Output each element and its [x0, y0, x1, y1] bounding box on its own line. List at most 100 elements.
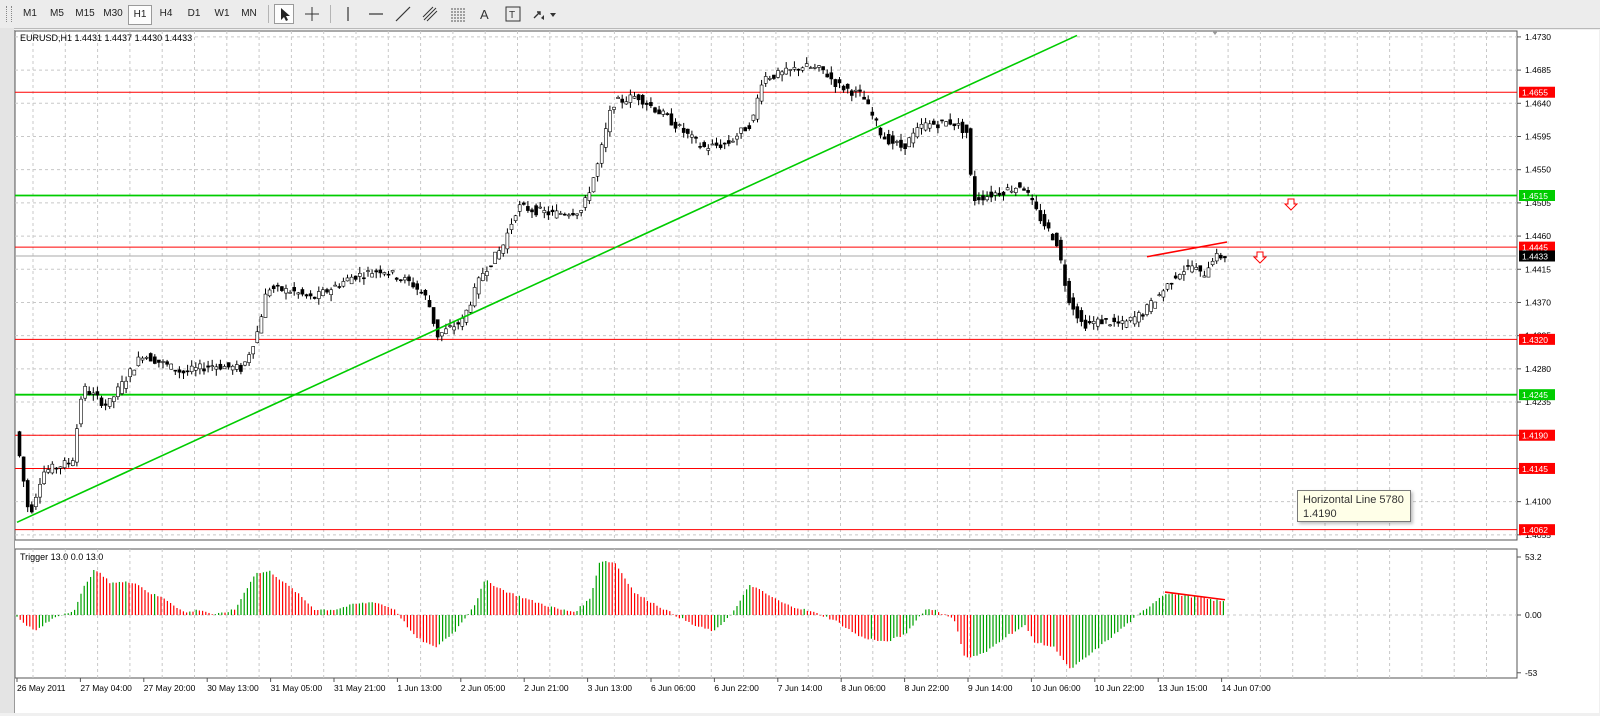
candle-body [1186, 265, 1190, 267]
candle-body [821, 66, 825, 71]
timeframe-m15[interactable]: M15 [75, 8, 95, 19]
text-label-icon[interactable]: T [503, 4, 523, 24]
candle-body [403, 277, 407, 281]
candle-body [239, 364, 243, 372]
candle-body [476, 277, 481, 295]
price-scale-label: 1.4730 [1525, 32, 1551, 42]
candle-body [521, 202, 526, 205]
candle-body [759, 84, 764, 102]
timeframe-m30[interactable]: M30 [103, 8, 123, 19]
chart-window[interactable]: 1.4730 1.4685 1.4640 1.4595 1.4550 1.4505 1.44… [14, 30, 1599, 713]
candle-body [923, 122, 928, 131]
candle-body [1112, 317, 1116, 323]
candle-body [1153, 301, 1157, 309]
candle-body [681, 127, 686, 133]
candle-body [132, 369, 137, 376]
candle-body [546, 211, 551, 216]
candle-body [755, 97, 760, 120]
text-icon[interactable]: A [475, 4, 495, 24]
candle-body [390, 270, 395, 273]
candle-body [140, 357, 145, 361]
candle-body [21, 456, 26, 482]
price-level-badge [1519, 524, 1555, 536]
candle-body [702, 142, 707, 147]
candle-body [333, 284, 338, 287]
candle-body [624, 101, 629, 105]
candle-body [66, 462, 71, 465]
horizontal-line-icon[interactable] [366, 4, 386, 24]
candle-body [657, 109, 661, 115]
candle-body [1165, 283, 1170, 290]
price-level-label: 1.4515 [1522, 191, 1548, 201]
candle-body [784, 67, 789, 75]
candle-body [341, 281, 346, 287]
candle-body [599, 144, 604, 164]
candle-body [776, 70, 780, 78]
trendline-icon[interactable] [393, 4, 413, 24]
arrows-dropdown-icon[interactable] [530, 4, 560, 24]
divergence-line-indicator[interactable] [1164, 591, 1226, 601]
candle-body [583, 197, 588, 208]
candle-body [808, 67, 813, 69]
price-level-label: 1.4655 [1522, 88, 1548, 98]
time-axis-label: 2 Jun 05:00 [461, 683, 506, 693]
candle-body [829, 72, 834, 80]
chart-toolbar: M1 M5 M15 M30 H1 H4 D1 W1 MN A T [0, 0, 1600, 29]
shift-marker-icon[interactable] [1212, 31, 1218, 35]
candle-body [357, 273, 362, 277]
price-scale-label: 1.4550 [1525, 165, 1551, 175]
candle-body [497, 250, 502, 260]
candle-body [620, 98, 625, 103]
chart-canvas[interactable]: 1.4730 1.4685 1.4640 1.4595 1.4550 1.4505 1.44… [14, 30, 1599, 713]
candle-body [1108, 324, 1112, 327]
candle-body [419, 291, 424, 294]
fibonacci-icon[interactable] [448, 4, 468, 24]
candle-body [964, 124, 969, 133]
candle-body [169, 363, 173, 370]
candle-body [83, 385, 87, 399]
vertical-line-icon[interactable] [338, 4, 358, 24]
candle-body [1128, 316, 1133, 321]
candle-body [1059, 239, 1063, 261]
timeframe-w1[interactable]: W1 [214, 8, 230, 19]
toolbar-grip[interactable] [6, 6, 12, 22]
candle-body [296, 292, 301, 295]
candle-body [153, 356, 157, 364]
price-level-badge [1519, 462, 1555, 474]
timeframe-m1[interactable]: M1 [23, 8, 37, 19]
candle-body [448, 325, 452, 327]
divergence-line-price[interactable] [1146, 241, 1228, 258]
cursor-icon[interactable] [274, 4, 294, 24]
candle-body [1083, 319, 1088, 329]
price-scale-label: 1.4370 [1525, 297, 1551, 307]
candle-body [575, 213, 579, 216]
candle-body [731, 140, 735, 143]
timeframe-mn[interactable]: MN [241, 8, 257, 19]
timeframe-d1[interactable]: D1 [187, 8, 201, 19]
candle-body [825, 73, 830, 78]
candle-body [866, 99, 871, 105]
candle-body [706, 148, 711, 151]
candle-body [247, 354, 251, 363]
candle-body [1202, 275, 1207, 278]
candle-body [214, 366, 219, 370]
candle-body [382, 272, 387, 275]
candle-body [362, 277, 366, 280]
timeframe-h1[interactable]: H1 [128, 5, 152, 25]
candle-body [337, 286, 342, 288]
candle-body [1100, 319, 1104, 325]
candle-body [415, 283, 420, 290]
uptrend-line[interactable] [16, 34, 1078, 524]
tooltip-title: Horizontal Line 5780 [1303, 494, 1404, 506]
timeframe-m5[interactable]: M5 [50, 8, 64, 19]
candle-body [505, 232, 510, 250]
candle-body [1206, 267, 1211, 278]
candle-body [173, 369, 178, 372]
candle-body [1104, 318, 1108, 320]
candle-body [1030, 197, 1035, 201]
time-axis-label: 10 Jun 22:00 [1095, 683, 1144, 693]
timeframe-h4[interactable]: H4 [159, 8, 173, 19]
candle-body [915, 127, 920, 138]
crosshair-icon[interactable] [302, 4, 322, 24]
equidistant-channel-icon[interactable] [420, 4, 440, 24]
